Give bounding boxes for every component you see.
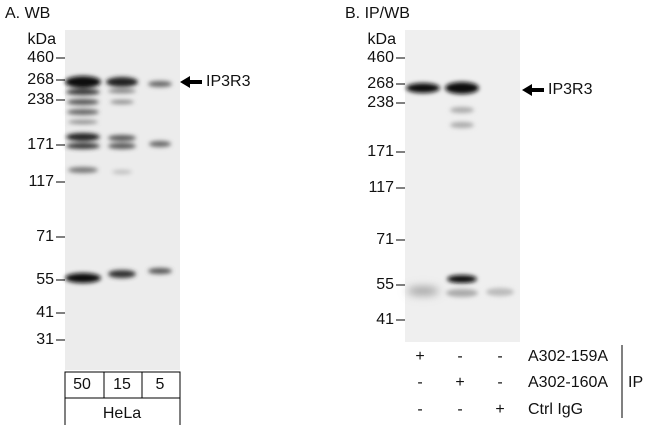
target-label: IP3R3 [206,73,251,90]
marker-label: 238 [27,91,54,108]
ip-sign: + [495,401,504,418]
ip-sign: - [417,401,422,418]
sample-label: HeLa [103,405,141,422]
marker-label: 268 [27,71,54,88]
marker-label: 171 [367,143,394,160]
marker-label: 55 [376,276,394,293]
marker-label: 117 [368,179,394,196]
ip-sign: - [457,401,462,418]
unit-label: kDa [368,31,397,48]
ip-sign: + [455,374,464,391]
marker-label: 71 [36,228,54,245]
target-label: IP3R3 [548,81,593,98]
ip-sign: + [415,348,424,365]
marker-label: 117 [28,173,54,190]
marker-label: 55 [36,271,54,288]
ip-sign: - [497,374,502,391]
ip-sign: - [457,348,462,365]
lane-label: 50 [73,376,91,393]
lane-label: 5 [156,376,165,393]
unit-label: kDa [28,31,57,48]
arrow [522,84,544,96]
bands-a [65,76,172,283]
lane-label: 15 [113,376,131,393]
ip-row-label: Ctrl IgG [528,401,583,418]
panel-title: B. IP/WB [345,5,410,22]
ip-sign: - [497,348,502,365]
marker-label: 41 [376,311,394,328]
frames [64,345,623,425]
marker-label: 460 [27,49,54,66]
panel-title: A. WB [5,5,50,22]
ip-label: IP [628,374,643,391]
ip-row-label: A302-159A [528,348,608,365]
ip-row-label: A302-160A [528,374,608,391]
marker-label: 171 [27,136,54,153]
marker-label: 71 [376,231,394,248]
bands-b [406,82,514,297]
ip-sign: - [417,374,422,391]
arrow [180,76,202,88]
marker-label: 268 [367,75,394,92]
marker-label: 460 [367,49,394,66]
marker-label: 31 [36,331,54,348]
marker-label: 238 [367,94,394,111]
marker-label: 41 [36,304,54,321]
